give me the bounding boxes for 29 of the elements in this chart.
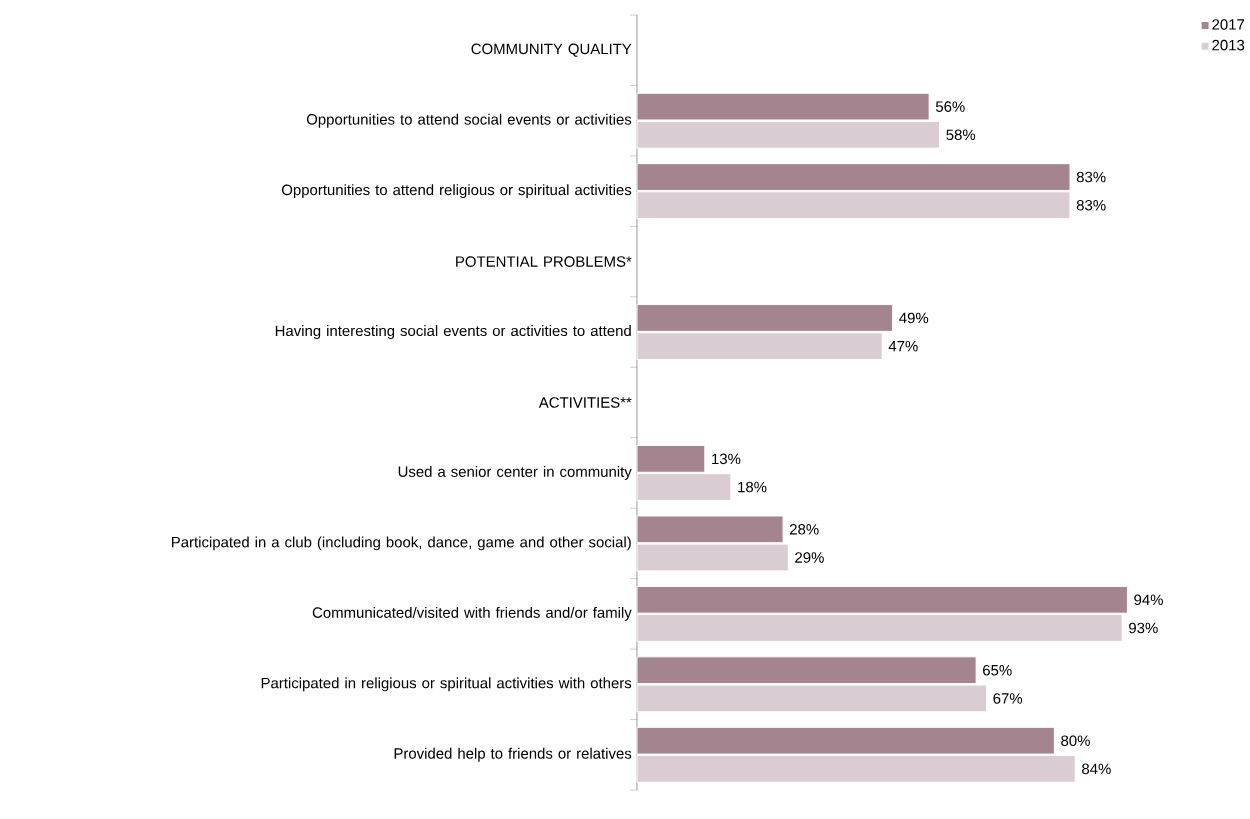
data-label: 28% bbox=[790, 524, 819, 535]
data-label: 49% bbox=[899, 312, 929, 324]
data-label: 18% bbox=[738, 481, 767, 493]
data-label: 29% bbox=[795, 552, 824, 563]
y-tick-label: Opportunities to attend religious or spiritual activities bbox=[281, 184, 632, 199]
data-label: 13% bbox=[712, 453, 741, 465]
data-label: 56% bbox=[935, 101, 965, 112]
data-label: 58% bbox=[946, 129, 976, 141]
data-label: 83% bbox=[1076, 171, 1106, 183]
legend-label: 2013 bbox=[1212, 39, 1245, 51]
data-label: 93% bbox=[1129, 622, 1158, 634]
y-tick-label: Participated in religious or spiritual activities with others bbox=[261, 677, 632, 692]
y-tick-label: COMMUNITY QUALITY bbox=[471, 43, 632, 57]
y-tick-label: Used a senior center in community bbox=[398, 466, 632, 480]
data-label: 47% bbox=[888, 340, 918, 352]
y-tick-label: Participated in a club (including book, dance, game and other social) bbox=[171, 536, 631, 551]
y-tick-label: Having interesting social events or activities to attend bbox=[275, 325, 631, 340]
data-label: 65% bbox=[983, 664, 1012, 676]
y-tick-label: Provided help to friends or relatives bbox=[394, 747, 632, 762]
legend-label: 2017 bbox=[1212, 19, 1245, 30]
data-label: 67% bbox=[993, 693, 1023, 704]
data-label: 83% bbox=[1076, 199, 1106, 211]
y-tick-label: Communicated/visited with friends and/or family bbox=[312, 606, 632, 621]
data-label: 80% bbox=[1061, 735, 1090, 746]
y-tick-label: POTENTIAL PROBLEMS* bbox=[456, 256, 632, 267]
data-label: 84% bbox=[1082, 763, 1111, 775]
y-tick-label: Opportunities to attend social events or activities bbox=[306, 113, 632, 128]
data-label: 94% bbox=[1134, 594, 1163, 606]
y-tick-label: ACTIVITIES** bbox=[538, 397, 632, 408]
